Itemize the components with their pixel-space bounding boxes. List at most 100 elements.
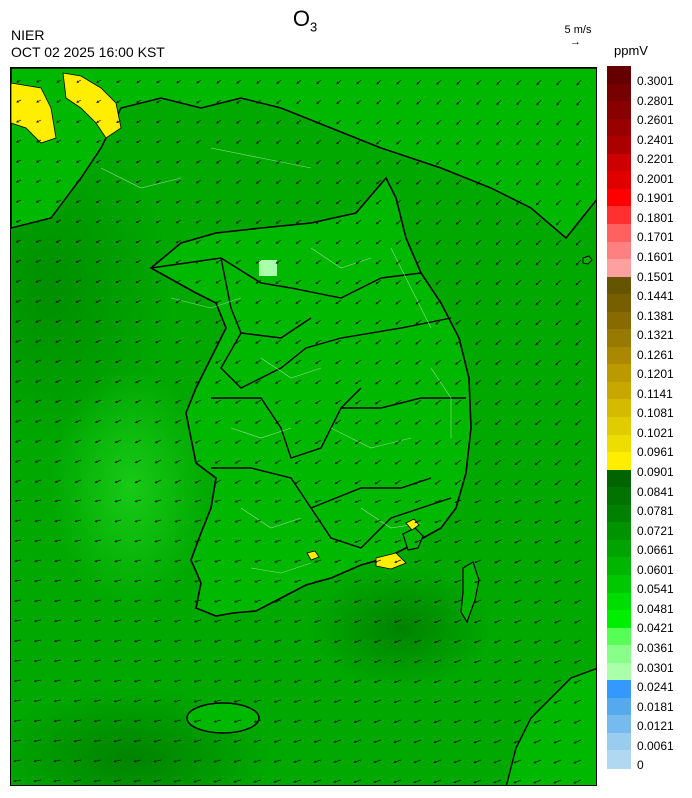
wind-arrow <box>136 159 142 163</box>
wind-arrow-head <box>233 660 237 663</box>
wind-arrow-head <box>315 301 319 305</box>
wind-arrow <box>356 239 362 245</box>
wind-arrow-head <box>115 260 119 263</box>
wind-arrow <box>36 239 42 243</box>
wind-arrow <box>14 599 22 602</box>
wind-arrow-head <box>494 600 497 604</box>
wind-arrow <box>96 259 102 263</box>
wind-arrow <box>196 259 202 264</box>
wind-arrow-head <box>153 780 157 783</box>
wind-arrow-head <box>216 121 219 124</box>
wind-arrow-head <box>234 401 238 404</box>
wind-arrow <box>294 599 302 603</box>
wind-arrow <box>394 559 402 563</box>
wind-arrow <box>334 519 342 523</box>
wind-arrow <box>435 479 442 485</box>
wind-arrow-head <box>155 320 158 324</box>
wind-arrow <box>214 599 222 603</box>
wind-arrow <box>476 119 482 125</box>
wind-arrow <box>56 199 62 203</box>
wind-arrow-head <box>533 641 537 644</box>
wind-arrow-head <box>575 202 579 206</box>
wind-arrow-head <box>195 261 199 264</box>
wind-arrow-head <box>253 760 257 763</box>
wind-arrow <box>516 139 522 145</box>
wind-arrow <box>516 219 522 225</box>
wind-arrow <box>134 559 142 562</box>
colorbar-segment <box>607 697 631 716</box>
wind-arrow <box>334 719 342 723</box>
wind-arrow <box>295 399 302 404</box>
wind-arrow <box>395 399 402 405</box>
wind-arrow-head <box>496 142 499 146</box>
wind-arrow-head <box>34 460 38 463</box>
wind-arrow-head <box>515 342 518 346</box>
wind-arrow <box>194 599 202 603</box>
wind-arrow-head <box>375 361 378 365</box>
wind-arrow-head <box>33 759 37 763</box>
wind-arrow-head <box>314 421 318 424</box>
wind-arrow <box>416 79 422 85</box>
wind-arrow-head <box>353 780 357 783</box>
wind-arrow <box>114 719 122 722</box>
wind-arrow <box>335 279 342 284</box>
wind-arrow-head <box>334 560 337 563</box>
colorbar-segment <box>607 574 631 594</box>
wind-arrow-head <box>236 101 239 104</box>
wind-arrow-head <box>393 640 397 644</box>
wind-arrow <box>315 299 322 304</box>
wind-arrow-head <box>274 560 277 563</box>
wind-arrow <box>536 99 542 105</box>
wind-arrow-head <box>274 481 278 484</box>
colorbar-segment <box>607 487 631 506</box>
south-korea-landmass <box>149 176 472 617</box>
wind-arrow <box>35 419 42 423</box>
wind-arrow-head <box>134 559 137 563</box>
wind-arrow <box>574 679 582 684</box>
wind-arrow-head <box>495 262 499 266</box>
wind-arrow-head <box>193 660 197 663</box>
wind-arrow-head <box>254 580 257 583</box>
wind-arrow <box>36 219 42 223</box>
wind-arrow-head <box>534 541 538 544</box>
wind-arrow-head <box>394 540 398 543</box>
wind-arrow <box>15 499 22 502</box>
wind-arrow <box>434 559 442 563</box>
wind-arrow-head <box>574 601 577 604</box>
wind-arrow-head <box>554 621 557 624</box>
wind-arrow <box>414 519 422 523</box>
wind-arrow-head <box>76 100 79 103</box>
wind-arrow-head <box>36 80 39 83</box>
wind-arrow-head <box>215 361 218 364</box>
wind-arrow-head <box>295 401 298 404</box>
wind-arrow-head <box>374 620 377 623</box>
wind-arrow-head <box>553 781 557 784</box>
wind-arrow <box>156 219 162 224</box>
wind-arrow-head <box>556 182 559 186</box>
wind-arrow <box>156 99 162 104</box>
wind-arrow <box>334 599 342 603</box>
wind-arrow <box>396 219 402 225</box>
wind-arrow <box>314 739 322 743</box>
wind-arrow-head <box>253 660 257 663</box>
wind-arrow <box>156 259 162 264</box>
wind-arrow-head <box>455 362 458 365</box>
wind-arrow <box>456 119 462 125</box>
wind-arrow-head <box>33 699 37 703</box>
wind-arrow-head <box>573 661 577 664</box>
timestamp-label: OCT 02 2025 16:00 KST <box>11 44 165 60</box>
wind-arrow <box>494 699 502 704</box>
wind-arrow-head <box>275 261 279 264</box>
wind-arrow <box>34 539 42 542</box>
wind-arrow-head <box>433 760 437 764</box>
wind-arrow <box>294 639 302 643</box>
wind-arrow-head <box>236 161 239 164</box>
wind-arrow-head <box>573 761 577 764</box>
wind-arrow <box>436 219 442 225</box>
wind-arrow-head <box>233 740 237 743</box>
wind-arrow <box>155 479 162 484</box>
wind-arrow <box>536 239 542 245</box>
wind-arrow-head <box>576 162 579 166</box>
wind-arrow <box>95 359 102 363</box>
wind-arrow-head <box>476 82 479 85</box>
